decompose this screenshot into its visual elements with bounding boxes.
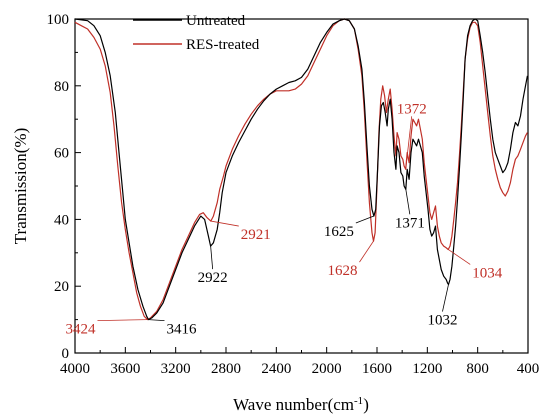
x-tick-label: 400 — [517, 361, 540, 377]
x-tick-label: 2800 — [211, 361, 241, 377]
legend-label-res-treated: RES-treated — [186, 37, 260, 53]
annotation-leader — [97, 319, 148, 321]
y-tick-label: 0 — [62, 346, 70, 362]
y-tick-label: 40 — [54, 212, 69, 228]
legend-label-untreated: Untreated — [186, 13, 246, 29]
x-tick-label: 4000 — [60, 361, 90, 377]
annotation-leader — [210, 246, 214, 270]
annotation-layer: 3424 3416 2922 2921 1625 1628 1371 1372 1032 1034 — [65, 101, 502, 337]
x-axis-label-sup: -1 — [354, 395, 363, 407]
series-line-untreated — [74, 18, 528, 321]
peak-label-1372: 1372 — [397, 101, 427, 117]
annotation-leader — [355, 215, 374, 224]
y-tick-label: 100 — [47, 12, 70, 28]
legend: Untreated RES-treated — [133, 13, 260, 53]
x-tick-label: 1200 — [412, 361, 442, 377]
x-tick-label: 1600 — [362, 361, 392, 377]
y-tick-label: 60 — [54, 146, 69, 162]
annotation-leader — [148, 319, 165, 321]
y-tick-label: 20 — [54, 279, 69, 295]
y-axis-label: Transmission(%) — [11, 128, 30, 245]
x-tick-label: 3600 — [110, 361, 140, 377]
annotation-leader — [405, 189, 411, 215]
annotation-leader — [210, 220, 239, 227]
series-layer — [74, 18, 528, 321]
x-axis-label: Wave number(cm-1) — [233, 395, 369, 414]
peak-label-3424: 3424 — [65, 322, 96, 338]
peak-label-2921: 2921 — [241, 227, 271, 243]
axes: 4000 3600 3200 2800 2400 2000 1600 1200 800 40002… — [47, 12, 540, 377]
x-tick-label: 800 — [466, 361, 489, 377]
peak-label-1034: 1034 — [472, 265, 503, 281]
x-axis-label-main: Wave number(cm — [233, 395, 354, 414]
annotation-leader — [405, 116, 413, 170]
annotation-leader — [447, 249, 471, 265]
annotation-leader — [359, 240, 374, 263]
peak-label-1371: 1371 — [395, 215, 425, 231]
peak-label-1625: 1625 — [324, 224, 354, 240]
peak-label-1032: 1032 — [427, 313, 457, 329]
y-tick-label: 80 — [54, 79, 69, 95]
x-axis-label-suffix: ) — [363, 395, 369, 414]
x-tick-label: 2000 — [312, 361, 342, 377]
peak-label-3416: 3416 — [166, 322, 197, 338]
peak-label-1628: 1628 — [327, 263, 357, 279]
x-tick-label: 2400 — [261, 361, 291, 377]
x-tick-label: 3200 — [161, 361, 191, 377]
series-line-res-treated — [74, 18, 528, 321]
plot-frame — [74, 18, 529, 354]
annotation-leader — [442, 284, 449, 312]
peak-label-2922: 2922 — [198, 270, 228, 286]
